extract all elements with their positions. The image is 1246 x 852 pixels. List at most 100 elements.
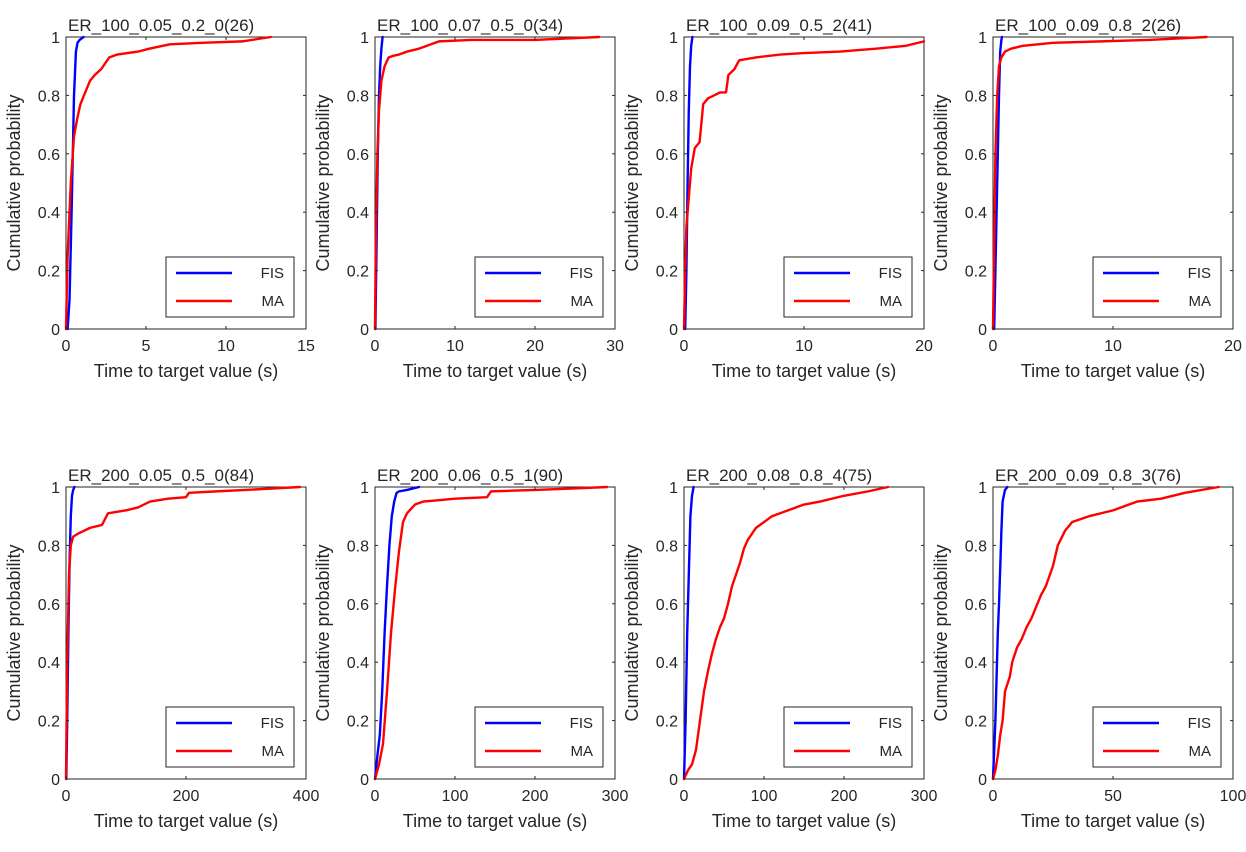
x-tick-label: 300 xyxy=(911,788,938,805)
x-tick-label: 100 xyxy=(1220,788,1246,805)
y-tick-label: 1 xyxy=(360,480,369,497)
x-axis-label: Time to target value (s) xyxy=(403,361,587,381)
x-tick-label: 300 xyxy=(602,788,629,805)
y-tick-label: 0.4 xyxy=(965,205,987,222)
chart-panel-5: 0 200 400 0 0.2 0.4 0.6 0.8 1 ER_200_0.05_0.5_0(8… xyxy=(4,466,319,831)
legend-box xyxy=(165,256,295,318)
x-tick-label: 0 xyxy=(371,338,380,355)
legend: FIS MA xyxy=(1092,706,1222,768)
chart-title: ER_100_0.07_0.5_0(34) xyxy=(377,16,563,35)
legend-label-fis: FIS xyxy=(879,265,902,282)
x-tick-label: 0 xyxy=(989,788,998,805)
y-tick-label: 0 xyxy=(51,322,60,339)
y-tick-label: 0.2 xyxy=(965,264,987,281)
chart-panel-3: 0 10 20 0 0.2 0.4 0.6 0.8 1 ER_100_0.09_0.5_2(41)… xyxy=(622,16,933,381)
y-tick-label: 0.8 xyxy=(965,538,987,555)
x-axis-label: Time to target value (s) xyxy=(94,811,278,831)
y-tick-label: 0 xyxy=(978,772,987,789)
legend-box xyxy=(1092,256,1222,318)
x-tick-label: 200 xyxy=(831,788,858,805)
y-tick-label: 0.4 xyxy=(38,655,60,672)
series-line-fis xyxy=(373,485,421,781)
legend-box xyxy=(783,706,913,768)
y-tick-label: 0 xyxy=(360,322,369,339)
legend: FIS MA xyxy=(783,706,913,768)
x-tick-label: 20 xyxy=(526,338,544,355)
series-line-fis xyxy=(66,35,85,331)
x-tick-label: 20 xyxy=(915,338,933,355)
x-tick-label: 0 xyxy=(680,788,689,805)
y-tick-label: 0.4 xyxy=(347,655,369,672)
legend-label-fis: FIS xyxy=(261,265,284,282)
y-tick-label: 0.6 xyxy=(38,597,60,614)
legend-label-ma: MA xyxy=(571,293,594,310)
x-axis-label: Time to target value (s) xyxy=(403,811,587,831)
y-tick-label: 0.2 xyxy=(38,264,60,281)
x-tick-label: 0 xyxy=(989,338,998,355)
y-tick-label: 1 xyxy=(669,30,678,47)
y-tick-label: 0.8 xyxy=(347,88,369,105)
x-axis-label: Time to target value (s) xyxy=(94,361,278,381)
y-tick-label: 0 xyxy=(978,322,987,339)
x-tick-label: 200 xyxy=(173,788,200,805)
x-axis-label: Time to target value (s) xyxy=(1021,361,1205,381)
y-tick-label: 0.8 xyxy=(38,88,60,105)
legend-label-fis: FIS xyxy=(570,715,593,732)
x-tick-label: 0 xyxy=(680,338,689,355)
x-tick-label: 10 xyxy=(446,338,464,355)
x-tick-label: 10 xyxy=(1104,338,1122,355)
series-line-ma xyxy=(682,40,926,331)
x-tick-label: 0 xyxy=(371,788,380,805)
y-tick-label: 0.2 xyxy=(38,714,60,731)
y-tick-label: 1 xyxy=(51,480,60,497)
y-tick-label: 0.2 xyxy=(656,714,678,731)
y-axis-label: Cumulative probability xyxy=(931,94,951,271)
series-line-ma xyxy=(991,485,1220,781)
x-tick-label: 100 xyxy=(751,788,778,805)
x-tick-label: 0 xyxy=(62,338,71,355)
x-tick-label: 10 xyxy=(795,338,813,355)
legend-box xyxy=(474,706,604,768)
x-tick-label: 10 xyxy=(217,338,235,355)
x-tick-label: 400 xyxy=(293,788,320,805)
chart-panel-6: 0 100 200 300 0 0.2 0.4 0.6 0.8 1 ER_200_0.06_0.5_… xyxy=(313,466,628,831)
legend-label-ma: MA xyxy=(880,743,903,760)
legend-label-fis: FIS xyxy=(1188,265,1211,282)
y-tick-label: 0.8 xyxy=(38,538,60,555)
chart-title: ER_200_0.08_0.8_4(75) xyxy=(686,466,872,485)
y-tick-label: 1 xyxy=(669,480,678,497)
legend-label-ma: MA xyxy=(1189,293,1212,310)
x-tick-label: 15 xyxy=(297,338,315,355)
x-axis-label: Time to target value (s) xyxy=(712,811,896,831)
x-axis-label: Time to target value (s) xyxy=(712,361,896,381)
series-line-ma xyxy=(64,485,302,781)
y-tick-label: 0.6 xyxy=(347,147,369,164)
chart-title: ER_200_0.06_0.5_1(90) xyxy=(377,466,563,485)
x-tick-label: 5 xyxy=(142,338,151,355)
legend-box xyxy=(474,256,604,318)
legend-label-fis: FIS xyxy=(879,715,902,732)
y-tick-label: 0.4 xyxy=(347,205,369,222)
legend-box xyxy=(1092,706,1222,768)
x-tick-label: 20 xyxy=(1224,338,1242,355)
y-tick-label: 0.8 xyxy=(347,538,369,555)
y-tick-label: 0 xyxy=(360,772,369,789)
y-tick-label: 1 xyxy=(978,480,987,497)
series-line-ma xyxy=(64,35,272,331)
y-axis-label: Cumulative probability xyxy=(931,544,951,721)
chart-title: ER_200_0.05_0.5_0(84) xyxy=(68,466,254,485)
chart-panel-8: 0 50 100 0 0.2 0.4 0.6 0.8 1 ER_200_0.09_0.8_3(76… xyxy=(931,466,1246,831)
legend-label-fis: FIS xyxy=(1188,715,1211,732)
x-tick-label: 30 xyxy=(606,338,624,355)
chart-title: ER_100_0.09_0.5_2(41) xyxy=(686,16,872,35)
series-line-ma xyxy=(373,485,609,781)
y-tick-label: 0.6 xyxy=(347,597,369,614)
legend: FIS MA xyxy=(165,706,295,768)
y-tick-label: 0.2 xyxy=(347,264,369,281)
x-tick-label: 100 xyxy=(442,788,469,805)
series-line-ma xyxy=(373,35,601,331)
chart-title: ER_100_0.09_0.8_2(26) xyxy=(995,16,1181,35)
chart-panel-7: 0 100 200 300 0 0.2 0.4 0.6 0.8 1 ER_200_0.08_0.8_… xyxy=(622,466,937,831)
y-tick-label: 0.2 xyxy=(347,714,369,731)
